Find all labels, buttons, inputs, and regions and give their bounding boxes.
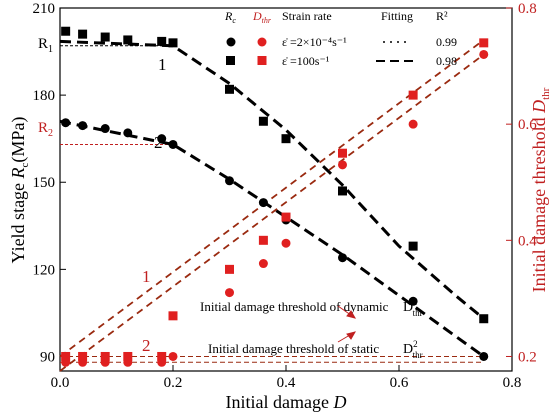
y-left-tick-label: 120: [33, 262, 56, 278]
y-right-tick-label: 0.8: [518, 1, 537, 17]
legend-row2-rate: ε̇ =100s⁻¹: [282, 54, 330, 68]
data-point-circle: [157, 134, 167, 144]
y-left-tick-label: 150: [33, 175, 56, 191]
data-point-square: [281, 134, 291, 144]
data-point-circle: [258, 259, 268, 269]
y-axis-left-title: Yield stage Rc(MPa): [8, 117, 31, 264]
data-point-circle: [338, 160, 347, 170]
fit-line: [59, 119, 485, 358]
data-point-circle: [123, 128, 133, 138]
data-point-circle: [123, 357, 133, 367]
data-point-circle: [479, 351, 489, 361]
data-marks: [61, 26, 489, 367]
ticks-layer: 0.0 0.2 0.4 0.6 0.8 90 120 150 180 210 0.2 0.4 0.6 0.…: [33, 1, 538, 391]
y-right-tick-label: 0.6: [518, 117, 537, 133]
fit-line: [59, 53, 485, 372]
legend-row2-r2: 0.98: [436, 54, 457, 68]
threshold-dynamic-text: Initial damage threshold of dynamic: [200, 299, 389, 314]
data-point-square: [100, 32, 110, 42]
data-point-circle: [168, 139, 178, 149]
reference-lines: [60, 45, 484, 363]
data-point-square: [78, 351, 88, 361]
y-axis-right-title: Initial damage threshold Dthr: [529, 87, 550, 292]
data-point-square: [168, 38, 178, 48]
data-point-square: [338, 148, 347, 158]
data-point-square: [281, 212, 291, 222]
data-point-circle: [408, 296, 418, 306]
data-point-circle: [338, 253, 347, 263]
legend-marker-dthr-square: [257, 56, 267, 65]
legend-col-rate: Strain rate: [282, 9, 332, 23]
x-tick-label: 0.2: [164, 375, 183, 391]
data-point-circle: [61, 118, 71, 128]
data-point-circle: [281, 238, 291, 248]
line-label-1-black: 1: [158, 55, 167, 74]
data-point-circle: [100, 124, 110, 134]
fit-lines: [59, 39, 485, 372]
data-point-circle: [225, 176, 234, 186]
y-left-tick-label: 180: [33, 88, 56, 104]
legend-marker-rc-circle: [226, 37, 236, 47]
data-point-square: [61, 351, 71, 361]
data-point-circle: [157, 357, 167, 367]
data-point-square: [479, 38, 489, 48]
x-axis-title: Initial damage D: [226, 392, 347, 412]
legend-marker-dthr-circle: [257, 37, 267, 47]
data-point-square: [225, 84, 234, 94]
legend-col-r2: R²: [436, 9, 448, 23]
data-point-square: [78, 29, 88, 39]
threshold-static-text: Initial damage threshold of static: [208, 341, 379, 356]
data-point-circle: [168, 351, 178, 361]
data-point-square: [338, 186, 347, 196]
data-point-circle: [78, 121, 88, 131]
legend-col-fitting: Fitting: [381, 9, 413, 23]
y-left-tick-label: 90: [40, 349, 55, 365]
legend-marker-rc-square: [226, 56, 235, 65]
y-left-tick-label: 210: [33, 1, 56, 17]
data-point-square: [157, 36, 167, 46]
data-point-square: [168, 311, 178, 321]
legend: Rc Dthr Strain rate Fitting R² ε̇ =2×10⁻…: [224, 9, 457, 68]
data-point-square: [123, 35, 133, 45]
y-right-tick-label: 0.2: [518, 349, 537, 365]
x-tick-label: 0.4: [277, 375, 296, 391]
x-tick-label: 0.0: [51, 375, 70, 391]
data-point-square: [258, 235, 268, 245]
x-tick-label: 0.8: [503, 375, 522, 391]
fit-line: [59, 39, 485, 358]
data-point-square: [100, 351, 110, 361]
data-point-circle: [78, 357, 88, 367]
data-point-circle: [408, 119, 418, 129]
y-right-tick-label: 0.4: [518, 233, 537, 249]
legend-row1-rate: ε̇ =2×10⁻⁴s⁻¹: [282, 35, 347, 49]
data-point-circle: [479, 49, 489, 59]
threshold-arrows: [337, 305, 357, 343]
data-point-circle: [225, 288, 234, 298]
data-point-square: [225, 264, 234, 274]
data-point-square: [479, 314, 489, 324]
data-point-circle: [258, 198, 268, 208]
data-point-square: [408, 90, 418, 100]
data-point-square: [61, 26, 71, 36]
data-point-circle: [100, 357, 110, 367]
data-point-square: [408, 241, 418, 251]
line-label-2-black: 2: [154, 133, 163, 152]
data-point-square: [258, 116, 268, 126]
data-point-circle: [61, 357, 71, 367]
data-point-square: [157, 351, 167, 361]
x-tick-label: 0.6: [390, 375, 409, 391]
line-label-1-red: 1: [142, 267, 151, 286]
data-point-square: [123, 351, 133, 361]
legend-row1-r2: 0.99: [436, 35, 457, 49]
fit-line: [59, 39, 485, 320]
line-label-2-red: 2: [142, 336, 151, 355]
